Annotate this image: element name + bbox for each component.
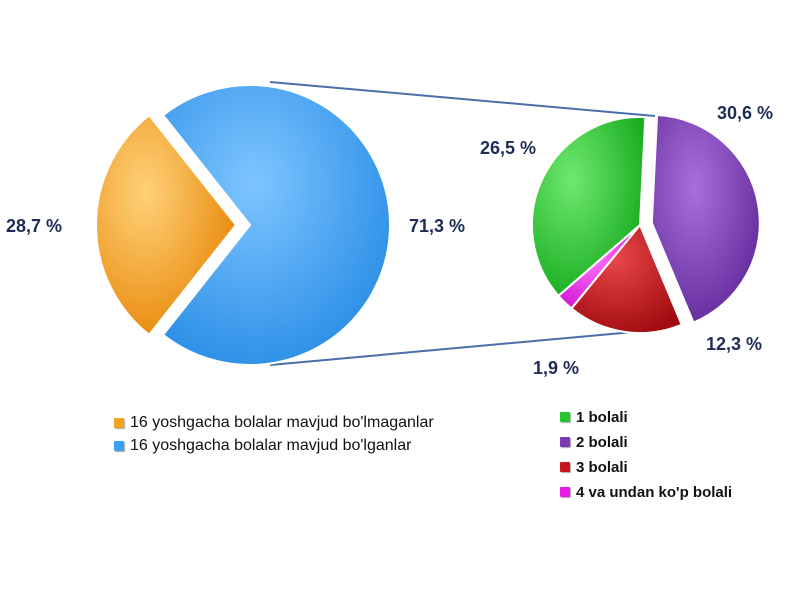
main-slice-2 bbox=[161, 84, 391, 366]
legend-item-3: 3 bolali bbox=[560, 457, 732, 477]
label-main-having: 71,3 % bbox=[409, 216, 466, 236]
legend-item-4: 4 va undan ko'p bolali bbox=[560, 482, 732, 502]
legend-item-not-having: 16 yoshgacha bolalar mavjud bo'lmaganlar bbox=[114, 413, 434, 433]
label-main-not-having: 28,7 % bbox=[6, 216, 63, 236]
legend-label: 16 yoshgacha bolalar mavjud bo'lganlar bbox=[130, 437, 412, 454]
legend-swatch-orange bbox=[114, 418, 124, 428]
legend-label: 2 bolali bbox=[576, 433, 628, 451]
legend-label: 1 bolali bbox=[576, 408, 628, 426]
legend-main: 16 yoshgacha bolalar mavjud bo'lmaganlar… bbox=[114, 413, 434, 459]
connector-lines bbox=[269, 81, 656, 366]
legend-swatch-green bbox=[560, 412, 570, 422]
label-sub-3: 12,3 % bbox=[706, 334, 763, 354]
legend-label: 3 bolali bbox=[576, 458, 628, 476]
legend-swatch-blue bbox=[114, 441, 124, 451]
legend-label: 16 yoshgacha bolalar mavjud bo'lmaganlar bbox=[130, 414, 434, 431]
connector-line-1 bbox=[269, 81, 656, 117]
pie-main bbox=[95, 84, 391, 366]
pie-sub bbox=[531, 114, 761, 334]
legend-item-1: 1 bolali bbox=[560, 407, 732, 427]
label-sub-2: 30,6 % bbox=[717, 103, 774, 123]
legend-swatch-magenta bbox=[560, 487, 570, 497]
connector-line-2 bbox=[269, 329, 656, 366]
legend-item-having: 16 yoshgacha bolalar mavjud bo'lganlar bbox=[114, 436, 434, 456]
legend-swatch-red bbox=[560, 462, 570, 472]
legend-sub: 1 bolali 2 bolali 3 bolali 4 va undan ko… bbox=[560, 407, 732, 507]
label-sub-1: 26,5 % bbox=[480, 138, 537, 158]
legend-item-2: 2 bolali bbox=[560, 432, 732, 452]
main-slice-1 bbox=[95, 113, 238, 337]
sub-slice-1 bbox=[531, 116, 647, 298]
label-sub-4: 1,9 % bbox=[533, 358, 580, 378]
legend-label: 4 va undan ko'p bolali bbox=[576, 483, 733, 501]
legend-swatch-purple bbox=[560, 437, 570, 447]
sub-slice-4 bbox=[557, 224, 641, 310]
sub-slice-3 bbox=[570, 223, 683, 334]
sub-slice-2 bbox=[650, 114, 761, 324]
